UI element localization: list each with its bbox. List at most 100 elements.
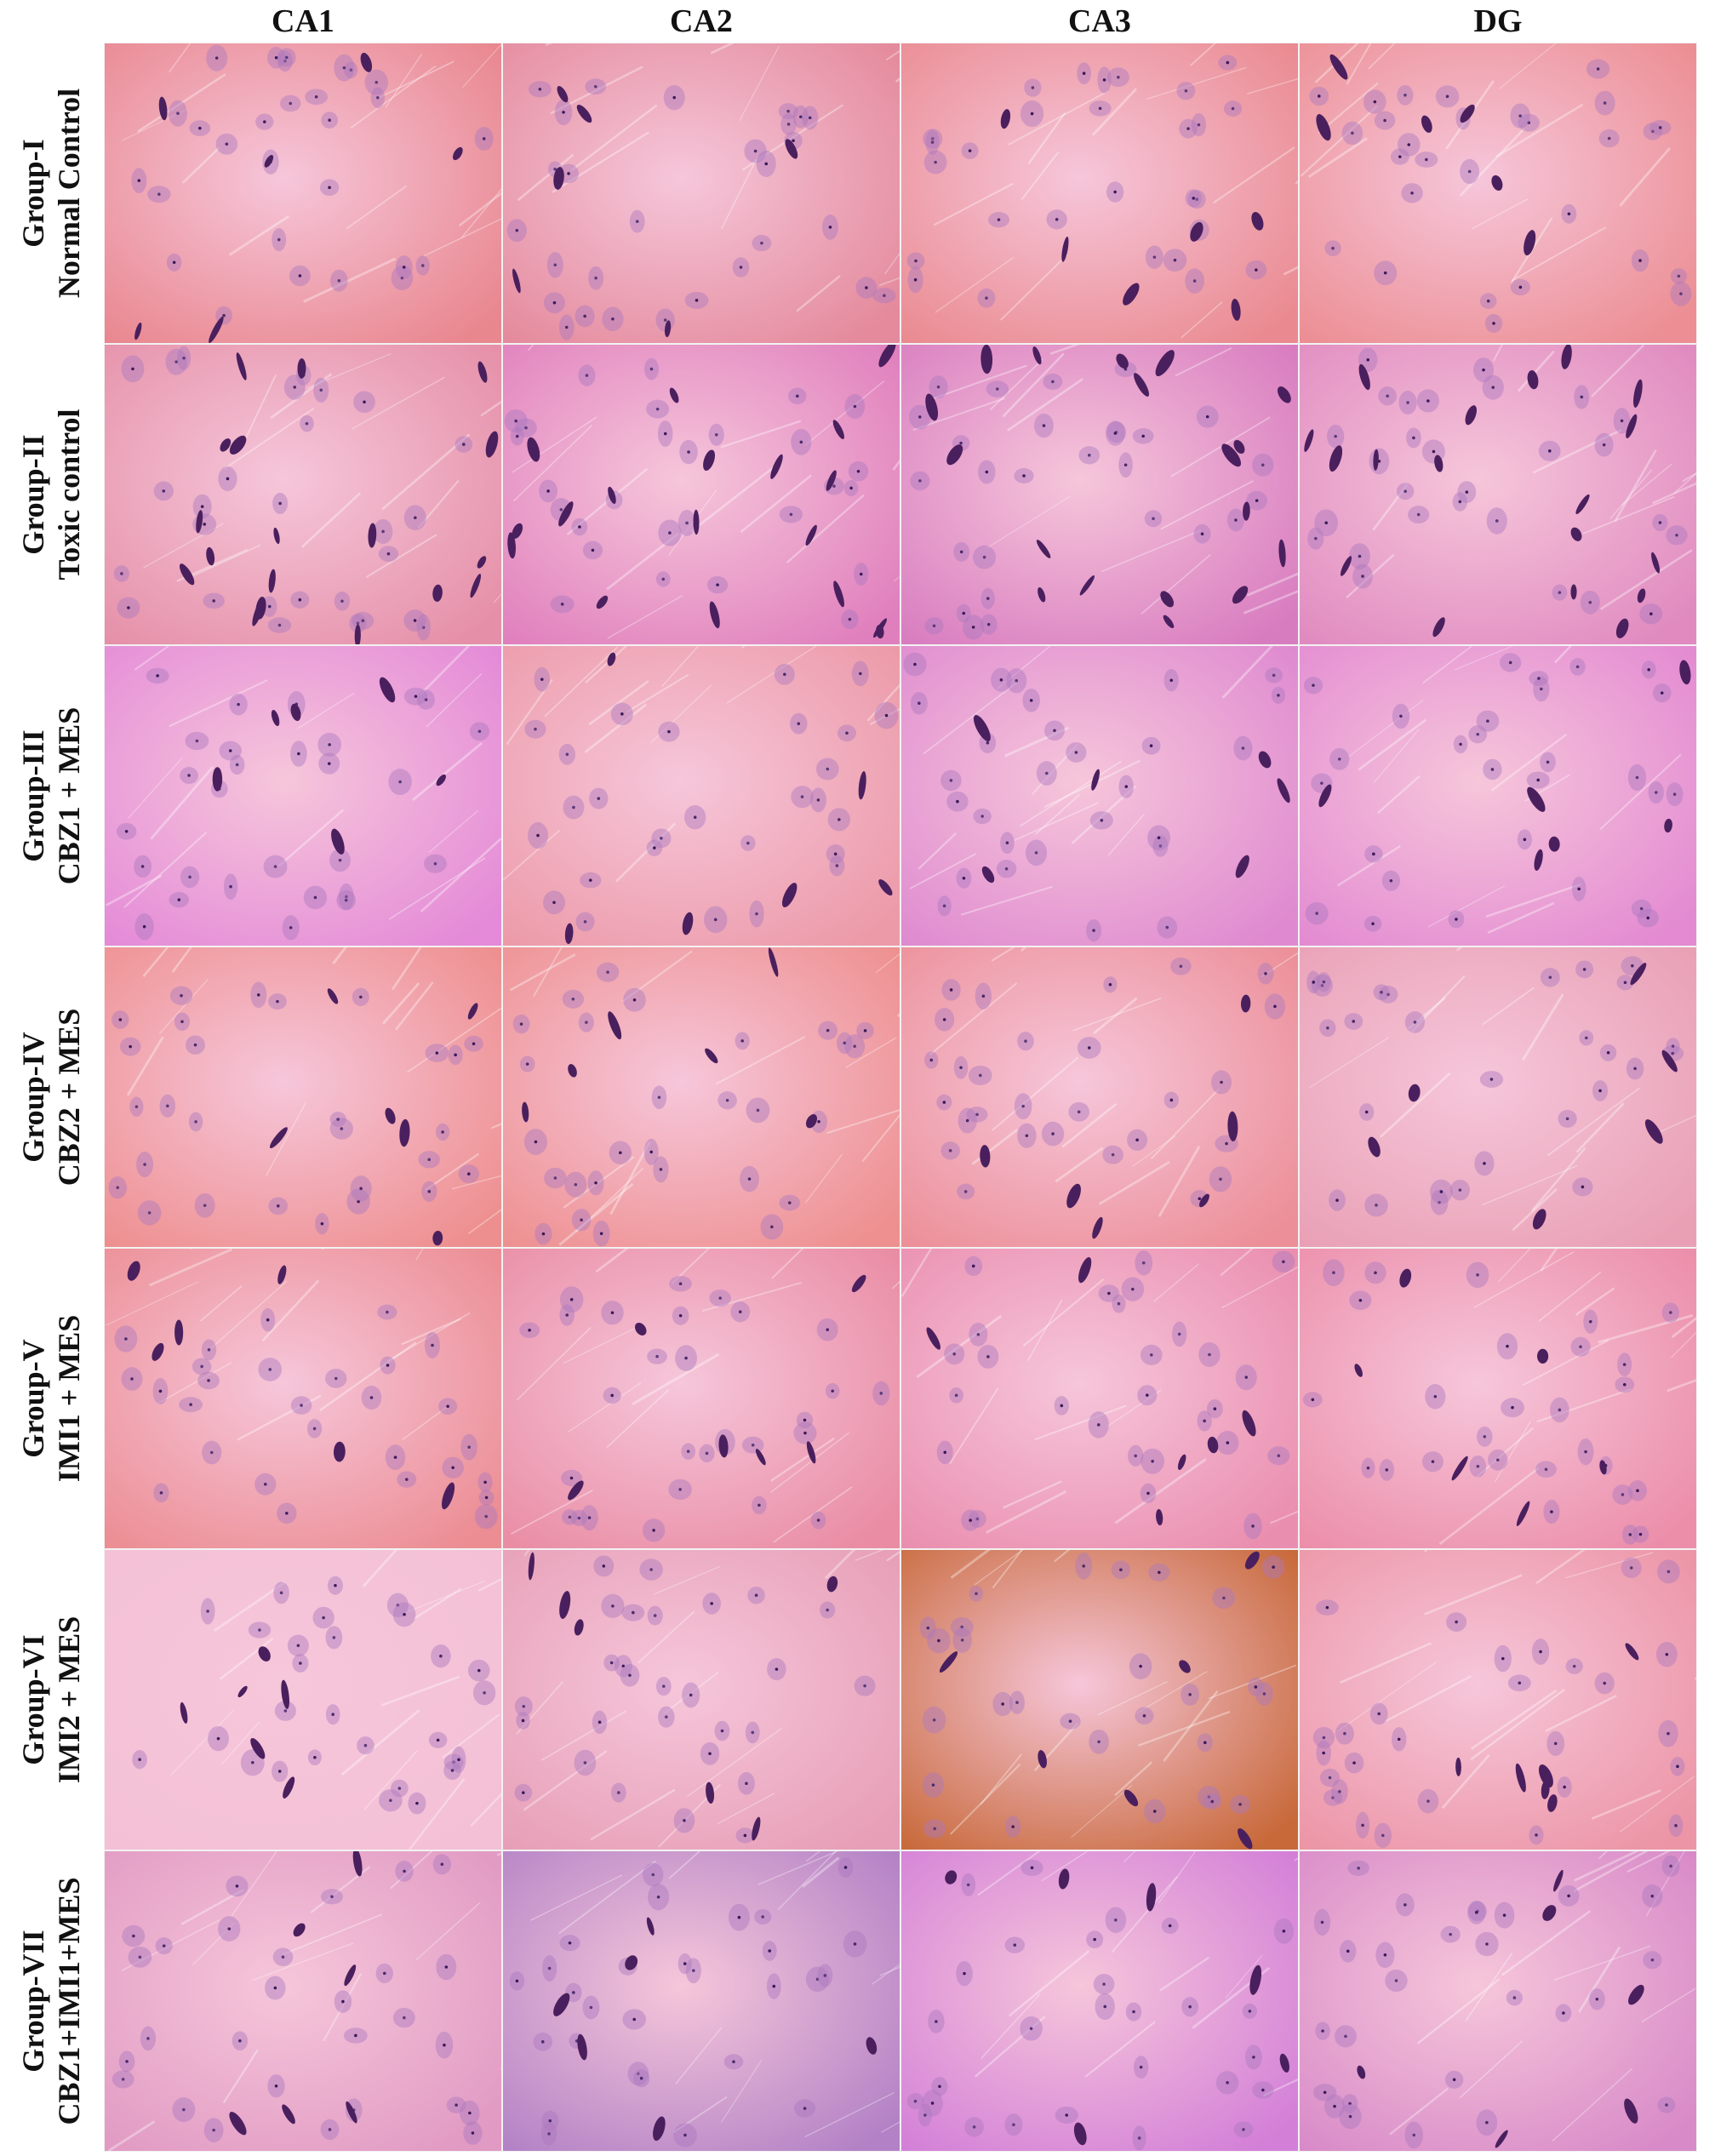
row-label-2: Group-II Toxic control	[0, 344, 102, 645]
micrograph-group-iii-ca3	[900, 645, 1299, 946]
dark-cell	[1357, 2065, 1366, 2079]
treatment-name: IMI1 + MES	[52, 1314, 86, 1483]
dark-cell	[237, 1685, 248, 1698]
dark-cell	[1249, 1964, 1262, 1995]
dark-cell	[1304, 429, 1314, 452]
dark-cell	[1231, 299, 1241, 321]
treatment-name: CBZ1+IMI1+MES	[52, 1877, 86, 2125]
dark-cell	[553, 1993, 570, 2016]
dark-cell	[1465, 405, 1478, 426]
dark-cell	[282, 2104, 295, 2125]
dark-cell	[576, 105, 592, 123]
dark-cell	[293, 1923, 306, 1937]
dark-cell	[346, 2101, 357, 2124]
dark-cell	[1278, 539, 1286, 568]
dark-cell	[1116, 353, 1129, 369]
micrograph-group-iii-dg	[1299, 645, 1697, 946]
tissue-background	[1300, 646, 1696, 946]
dark-cell	[866, 2037, 878, 2055]
dark-cell	[127, 1261, 140, 1281]
dark-cell	[1190, 222, 1203, 242]
dark-cell	[250, 1737, 266, 1759]
dark-cell	[436, 774, 446, 786]
micrograph-group-iv-ca2	[502, 946, 900, 1248]
dark-cell	[705, 1048, 718, 1064]
dark-cell	[1421, 115, 1432, 133]
tissue-background	[503, 947, 900, 1247]
dark-cell	[255, 597, 266, 620]
dark-cell	[826, 1576, 838, 1593]
dark-cell	[236, 352, 247, 380]
dark-cell	[945, 1870, 958, 1884]
treatment-name: CBZ2 + MES	[52, 1008, 86, 1187]
tissue-background	[105, 1851, 501, 2151]
treatment-name: CBZ1 + MES	[52, 706, 86, 885]
tissue-background	[105, 1249, 501, 1548]
micrograph-group-v-dg	[1299, 1248, 1697, 1549]
dark-cell	[1038, 1750, 1047, 1769]
dark-cell	[452, 146, 463, 161]
micrograph-group-iii-ca1	[104, 645, 502, 946]
dark-cell	[1241, 994, 1251, 1013]
dark-cell	[379, 677, 396, 703]
dark-cell	[878, 345, 896, 368]
tissue-background	[1300, 947, 1696, 1247]
dark-cell	[1036, 540, 1051, 558]
dark-cell	[718, 1434, 729, 1458]
dark-cell	[1318, 784, 1332, 808]
dark-cell	[1354, 1364, 1363, 1377]
dark-cell	[158, 96, 168, 121]
dark-cell	[1242, 1410, 1256, 1437]
dark-cell	[1548, 836, 1560, 852]
dark-cell	[1279, 2053, 1289, 2073]
dark-cell	[1329, 445, 1343, 472]
dark-cell	[1038, 587, 1046, 603]
dark-cell	[1532, 1209, 1546, 1230]
dark-cell	[980, 345, 993, 375]
dark-cell	[1399, 1268, 1412, 1288]
dark-cell	[258, 1646, 271, 1661]
dark-cell	[1523, 230, 1536, 256]
dark-cell	[151, 1342, 164, 1361]
tissue-background	[503, 43, 900, 343]
dark-cell	[1163, 615, 1175, 629]
dark-cell	[768, 947, 779, 977]
dark-cell	[755, 1449, 766, 1466]
dark-cell	[1553, 1869, 1564, 1892]
dark-cell	[646, 1917, 655, 1936]
row-label-5: Group-V IMI1 + MES	[0, 1248, 102, 1549]
dark-cell	[706, 1781, 715, 1804]
dark-cell	[1079, 575, 1095, 596]
dark-cell	[206, 546, 215, 566]
dark-cell	[283, 1776, 295, 1799]
dark-cell	[220, 438, 232, 452]
dark-cell	[268, 569, 276, 593]
micrograph-group-ii-dg	[1299, 344, 1697, 645]
dark-cell	[833, 580, 844, 608]
dark-cell	[1537, 1348, 1549, 1364]
tissue-background	[901, 1249, 1298, 1548]
dark-cell	[981, 866, 995, 884]
dark-cell	[352, 1851, 363, 1877]
dark-cell	[512, 268, 521, 294]
micrograph-group-vi-dg	[1299, 1549, 1697, 1850]
row-label-6: Group-VI IMI2 + MES	[0, 1549, 102, 1850]
dark-cell	[1146, 1883, 1157, 1912]
dark-cell	[1232, 586, 1249, 604]
dark-cell	[432, 584, 443, 603]
dark-cell	[470, 574, 482, 598]
dark-cell	[925, 393, 939, 421]
dark-cell	[1637, 588, 1646, 603]
dark-cell	[608, 486, 616, 504]
dark-cell	[1628, 1984, 1644, 2005]
micrograph-group-vi-ca1	[104, 1549, 502, 1850]
dark-cell	[1179, 1660, 1191, 1673]
dark-cell	[693, 509, 700, 535]
dark-cell	[553, 167, 564, 190]
dark-cell	[1538, 1764, 1553, 1787]
tissue-background	[901, 43, 1298, 343]
dark-cell	[805, 1114, 818, 1129]
dark-cell	[607, 652, 616, 666]
dark-cell	[1527, 370, 1539, 390]
dark-cell	[1235, 855, 1249, 878]
